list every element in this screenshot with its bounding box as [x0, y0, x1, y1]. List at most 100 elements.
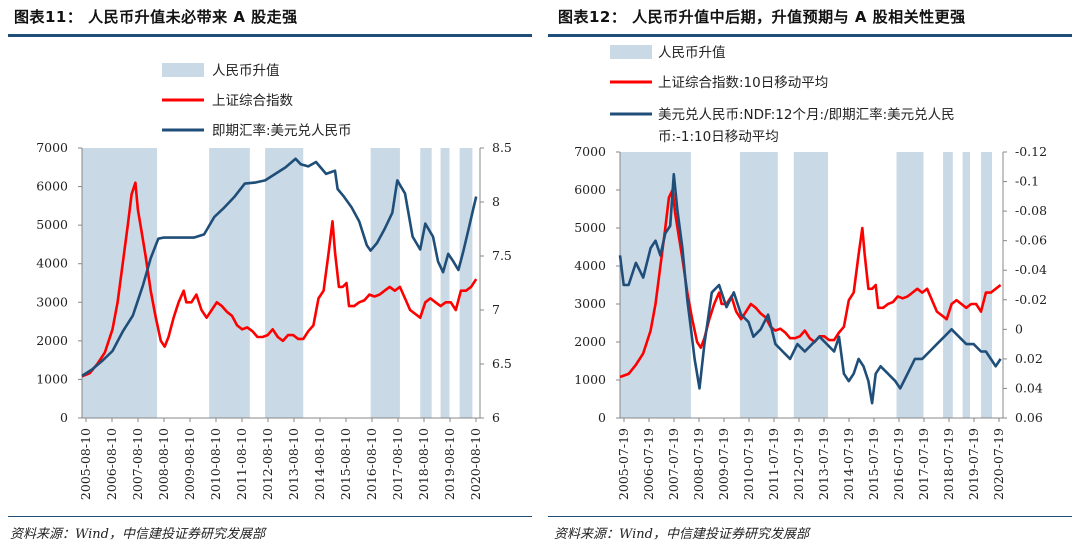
x-tick-label: 2010-07-19: [741, 428, 756, 500]
y-right-tick-label: 7: [492, 302, 500, 317]
x-tick-label: 2007-07-19: [666, 428, 681, 500]
figure-title: 图表11： 人民币升值未必带来 A 股走强: [14, 8, 298, 26]
appreciation-shade: [793, 152, 829, 418]
x-tick-label: 2010-08-10: [208, 428, 223, 500]
y-right-tick-label: -0.12: [1015, 144, 1047, 159]
bottom-rule: [8, 516, 532, 517]
appreciation-shade: [440, 148, 450, 418]
y-right-tick-label: 0: [1015, 321, 1023, 336]
x-tick-label: 2005-08-10: [78, 428, 93, 500]
y-left-tick-label: 0: [598, 410, 606, 425]
x-tick-label: 2006-08-10: [104, 428, 119, 500]
x-tick-label: 2015-08-10: [338, 428, 353, 500]
appreciation-shade: [980, 152, 992, 418]
appreciation-shade: [459, 148, 473, 418]
y-right-tick-label: -0.1: [1015, 174, 1039, 189]
x-tick-label: 2015-07-19: [866, 428, 881, 500]
legend-label: 币:-1:10日移动平均: [658, 129, 779, 145]
legend-swatch-shade: [610, 45, 652, 59]
y-left-tick-label: 5000: [574, 220, 606, 235]
x-tick-label: 2020-07-19: [991, 428, 1006, 500]
source-note: 资料来源：Wind，中信建投证券研究发展部: [554, 527, 809, 542]
y-left-tick-label: 4000: [574, 258, 606, 273]
figure-12: 图表12： 人民币升值中后期，升值预期与 A 股相关性更强 0 1000 2000 3…: [540, 0, 1080, 548]
x-tick-label: 2005-07-19: [616, 428, 631, 500]
appreciation-shade: [265, 148, 304, 418]
y-right-tick-label: -0.08: [1015, 203, 1047, 218]
x-tick-label: 2011-08-10: [234, 428, 249, 500]
source-note: 资料来源：Wind，中信建投证券研究发展部: [10, 527, 265, 542]
appreciation-shade: [943, 152, 953, 418]
y-right-tick-label: 7.5: [492, 248, 512, 263]
x-tick-label: 2018-07-19: [941, 428, 956, 500]
x-tick-label: 2018-08-10: [416, 428, 431, 500]
y-left-tick-label: 1000: [574, 372, 606, 387]
appreciation-shade: [962, 152, 970, 418]
x-tick-label: 2009-08-10: [182, 428, 197, 500]
legend-label: 人民币升值: [212, 63, 280, 79]
y-left-tick-label: 4000: [36, 256, 68, 271]
x-tick-label: 2014-08-10: [312, 428, 327, 500]
x-tick-label: 2016-07-19: [891, 428, 906, 500]
y-left-tick-label: 3000: [36, 294, 68, 309]
y-left-tick-label: 2000: [36, 333, 68, 348]
y-left-tick-label: 6000: [36, 179, 68, 194]
y-left-tick-label: 2000: [574, 334, 606, 349]
y-right-tick-label: -0.06: [1015, 233, 1047, 248]
index-series-line: [81, 181, 478, 378]
y-right-tick-label: -0.04: [1015, 262, 1047, 277]
y-right-tick-label: 0.06: [1015, 410, 1043, 425]
x-tick-label: 2019-08-10: [442, 428, 457, 500]
appreciation-shade: [209, 148, 250, 418]
fx-series-line: [618, 172, 1002, 405]
appreciation-shade: [739, 152, 778, 418]
x-tick-label: 2008-08-10: [156, 428, 171, 500]
legend-label: 人民币升值: [658, 45, 726, 61]
x-tick-label: 2012-08-10: [260, 428, 275, 500]
y-right-tick-label: 6.5: [492, 356, 512, 371]
chart-12: 0 1000 2000 3000 4000 5000 6000 7000 0.06 0.04 0.0…: [574, 45, 1047, 500]
legend-label: 即期汇率:美元兑人民币: [212, 122, 352, 139]
x-tick-label: 2014-07-19: [841, 428, 856, 500]
x-tick-label: 2009-07-19: [716, 428, 731, 500]
appreciation-shade: [896, 152, 924, 418]
x-tick-label: 2013-08-10: [286, 428, 301, 500]
title-rule: [548, 34, 1072, 37]
chart-11: 0 1000 2000 3000 4000 5000 6000 7000 6 6.5 7 7.5 8 8.…: [36, 63, 512, 500]
y-left-tick-label: 0: [60, 410, 68, 425]
y-left-tick-label: 7000: [574, 144, 606, 159]
x-tick-label: 2017-07-19: [916, 428, 931, 500]
y-right-tick-label: 8.5: [492, 140, 512, 155]
x-tick-label: 2017-08-10: [390, 428, 405, 500]
title-rule: [8, 34, 532, 37]
x-tick-label: 2006-07-19: [641, 428, 656, 500]
y-right-tick-label: 0.04: [1015, 380, 1043, 395]
y-right-tick-label: 8: [492, 194, 500, 209]
x-tick-label: 2008-07-19: [691, 428, 706, 500]
bottom-rule: [548, 516, 1072, 517]
x-tick-label: 2019-07-19: [966, 428, 981, 500]
appreciation-shade: [620, 152, 691, 418]
y-left-tick-label: 3000: [574, 296, 606, 311]
fx-series-line: [81, 157, 478, 377]
figure-title: 图表12： 人民币升值中后期，升值预期与 A 股相关性更强: [558, 8, 966, 26]
y-right-tick-label: 0.02: [1015, 351, 1043, 366]
figure-11: 图表11： 人民币升值未必带来 A 股走强 0 1000 2000 3000 4000 5…: [8, 8, 532, 542]
y-left-tick-label: 7000: [36, 140, 68, 155]
y-left-tick-label: 6000: [574, 182, 606, 197]
legend-label: 美元兑人民币:NDF:12个月:/即期汇率:美元兑人民: [658, 106, 955, 123]
y-left-tick-label: 5000: [36, 217, 68, 232]
legend-label: 上证综合指数: [212, 93, 293, 109]
x-tick-label: 2013-07-19: [816, 428, 831, 500]
x-tick-label: 2020-08-10: [468, 428, 483, 500]
legend-swatch-shade: [162, 63, 204, 77]
appreciation-shade: [420, 148, 432, 418]
y-left-tick-label: 1000: [36, 371, 68, 386]
x-tick-label: 2016-08-10: [364, 428, 379, 500]
x-tick-label: 2011-07-19: [766, 428, 781, 500]
y-right-tick-label: -0.02: [1015, 292, 1047, 307]
legend-label: 上证综合指数:10日移动平均: [658, 75, 828, 91]
x-tick-label: 2007-08-10: [130, 428, 145, 500]
x-tick-label: 2012-07-19: [791, 428, 806, 500]
y-right-tick-label: 6: [492, 410, 500, 425]
